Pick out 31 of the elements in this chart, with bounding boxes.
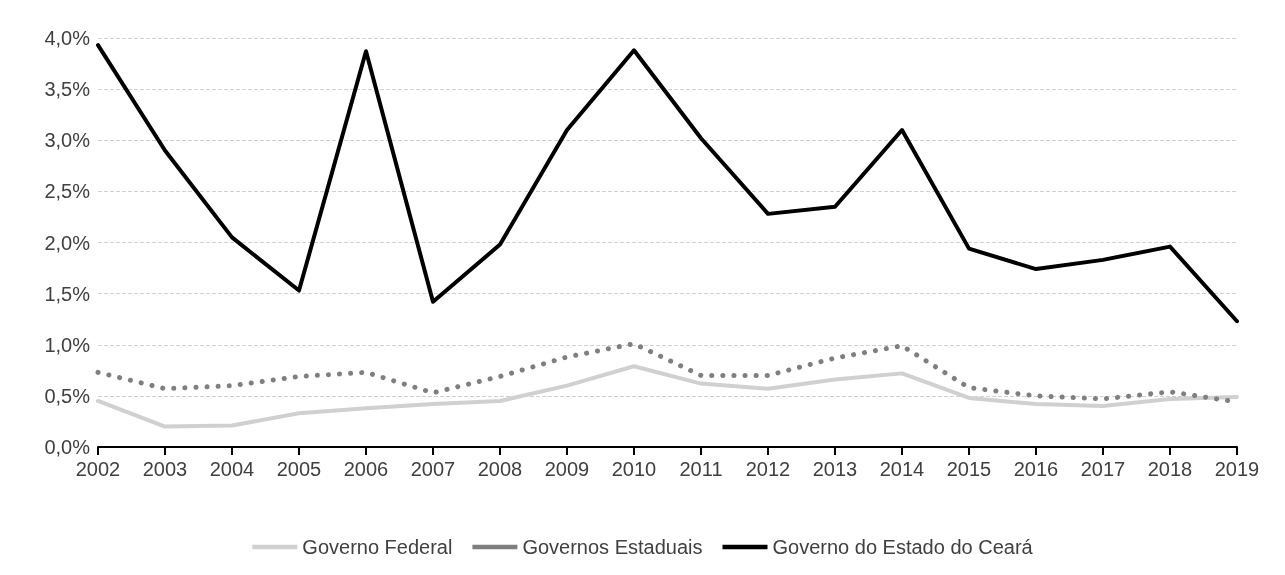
x-tick-label: 2012: [745, 458, 791, 480]
x-tick-label: 2019: [1214, 458, 1260, 480]
y-tick-label: 3,0%: [44, 129, 91, 152]
y-tick-label: 1,5%: [44, 282, 91, 305]
legend-label: Governo do Estado do Ceará: [772, 536, 1034, 558]
x-tick-label: 2018: [1147, 458, 1193, 480]
y-tick-label: 4,0%: [44, 27, 91, 49]
y-tick-label: 3,5%: [44, 78, 91, 101]
x-tick-label: 2006: [343, 458, 389, 480]
x-tick-label: 2011: [679, 458, 723, 480]
x-tick-label: 2014: [879, 458, 925, 480]
y-tick-label: 1,0%: [44, 333, 91, 356]
x-tick-label: 2015: [946, 458, 992, 480]
x-tick-label: 2004: [209, 458, 255, 480]
y-tick-label: 2,5%: [44, 180, 91, 203]
y-tick-label: 0,0%: [44, 436, 91, 458]
x-tick-label: 2005: [276, 458, 322, 480]
legend-label: Governo Federal: [302, 536, 453, 558]
y-tick-label: 2,0%: [44, 231, 91, 254]
x-tick-label: 2013: [812, 458, 858, 480]
y-tick-label: 0,5%: [44, 384, 91, 407]
x-tick-label: 2003: [142, 458, 188, 480]
line-series: [96, 43, 1239, 324]
x-tick-label: 2017: [1080, 458, 1126, 480]
x-tick-label: 2010: [611, 458, 657, 480]
x-tick-label: 2002: [75, 458, 121, 480]
legend-label: Governos Estaduais: [522, 536, 703, 558]
x-tick-label: 2016: [1013, 458, 1059, 480]
x-tick-label: 2009: [544, 458, 590, 480]
x-tick-label: 2007: [410, 458, 456, 480]
x-tick-label: 2008: [477, 458, 523, 480]
